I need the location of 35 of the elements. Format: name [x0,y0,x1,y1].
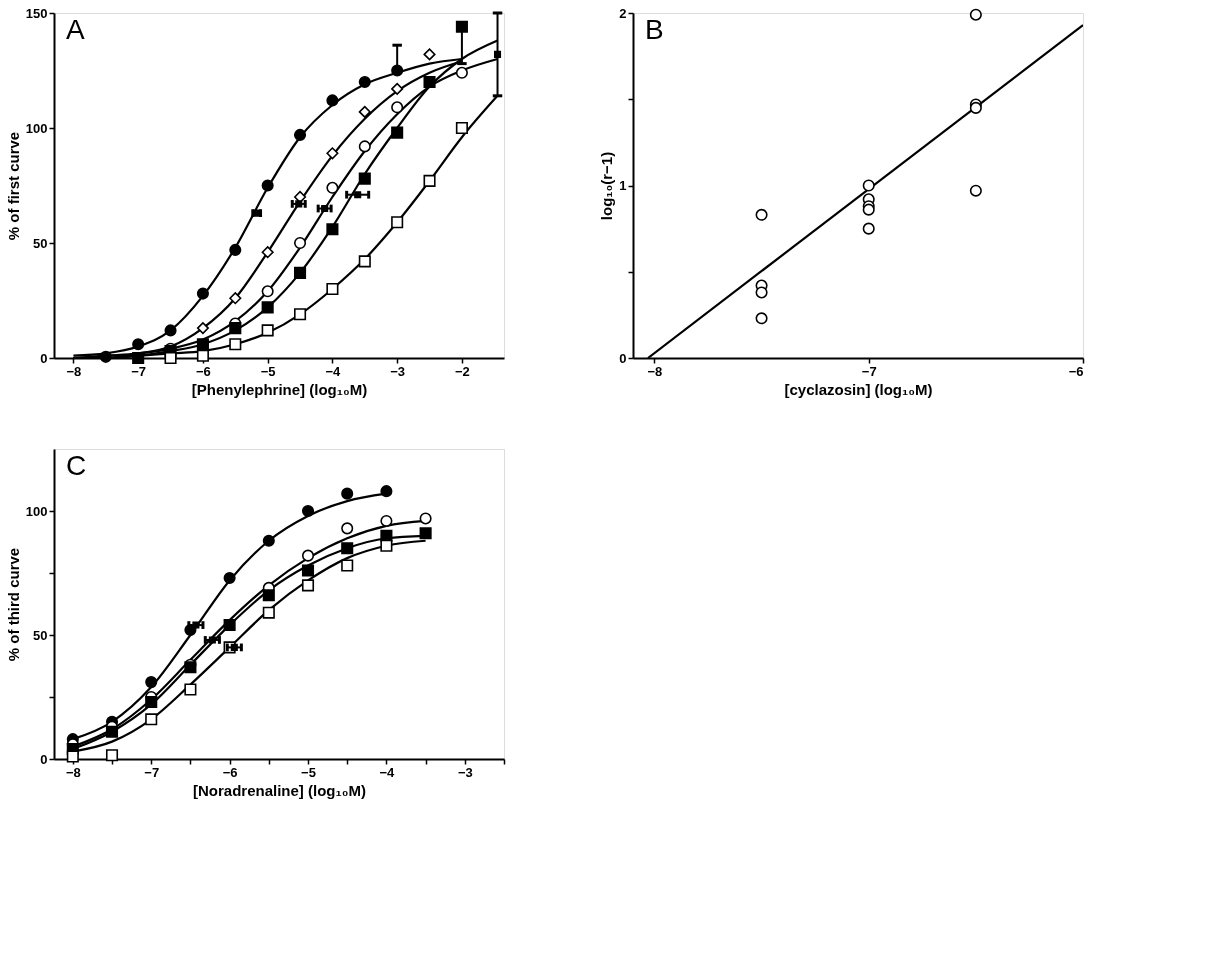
x-tick-label: −7 [131,363,147,379]
x-tick-label: −7 [144,764,160,780]
x-axis-title: [Noradrenaline] (log₁₀M) [193,781,366,799]
y-tick-label: 1 [619,178,627,193]
x-tick-label: −6 [196,363,211,379]
x-tick-label: −8 [647,363,663,379]
chart-title: A [66,14,85,45]
y-axis-title: % of third curve [4,547,22,662]
x-tick-label: −5 [301,764,316,780]
x-tick-label: −4 [325,363,342,379]
x-tick-label: −8 [65,764,81,780]
y-tick-label: 100 [25,120,48,136]
y-axis-title: log₁₀(r−1) [598,151,616,221]
y-tick-label: 2 [619,5,627,21]
x-tick-label: −8 [66,363,82,379]
chart-title: B [645,14,664,45]
y-tick-label: 0 [40,350,48,366]
y-tick-label: 100 [25,503,48,519]
x-axis-title: [cyclazosin] (log₁₀M) [784,380,933,398]
y-tick-label: 50 [33,235,48,251]
y-tick-label: 150 [25,5,48,21]
x-tick-label: −5 [260,363,276,379]
chart-title: C [66,450,87,481]
x-tick-label: −6 [1068,363,1084,379]
x-tick-label: −2 [455,363,470,379]
x-tick-label: −7 [861,363,877,379]
y-tick-label: 0 [40,751,48,767]
x-tick-label: −3 [390,363,406,379]
y-axis-title: % of first curve [4,131,22,241]
x-tick-label: −4 [379,764,396,780]
x-tick-label: −6 [222,764,238,780]
x-tick-label: −3 [457,764,473,780]
y-tick-label: 0 [619,350,627,366]
y-tick-label: 50 [33,627,48,643]
x-axis-title: [Phenylephrine] (log₁₀M) [191,380,368,398]
